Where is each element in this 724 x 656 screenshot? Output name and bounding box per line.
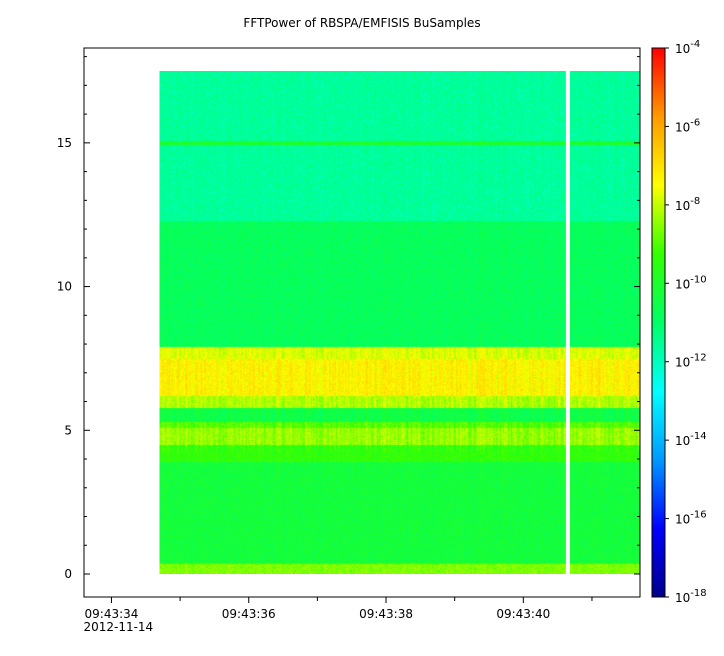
colorbar-tick-label: 10-14 [675, 431, 707, 448]
y-tick-label: 15 [57, 136, 72, 150]
colorbar-tick-label: 10-16 [675, 510, 707, 527]
y-tick-label: 5 [64, 423, 72, 437]
colorbar-tick-label: 10-8 [675, 196, 700, 213]
x-tick-label: 09:43:36 [222, 607, 276, 621]
colorbar-scale [651, 47, 666, 598]
plot-frame [83, 47, 641, 598]
colorbar-tick-label: 10-6 [675, 117, 700, 134]
data-gap [565, 70, 570, 574]
chart-title: FFTPower of RBSPA/EMFISIS BuSamples [243, 16, 481, 30]
colorbar: 10-4 10-6 10-8 10-10 10-12 10-14 10-16 10-18 [651, 39, 707, 605]
x-tick-label: 09:43:38 [359, 607, 413, 621]
colorbar-tick-label: 10-10 [675, 274, 707, 291]
x-tick-label: 09:43:34 [85, 607, 139, 621]
colorbar-tick-label: 10-18 [675, 588, 707, 605]
x-tick-label: 09:43:40 [496, 607, 550, 621]
spectrogram-image [159, 70, 640, 574]
plot-area [84, 48, 640, 597]
y-tick-label: 10 [57, 280, 72, 294]
y-tick-label: 0 [64, 567, 72, 581]
x-date-label: 2012-11-14 [83, 620, 153, 634]
colorbar-tick-label: 10-4 [675, 39, 700, 56]
colorbar-tick-label: 10-12 [675, 353, 707, 370]
